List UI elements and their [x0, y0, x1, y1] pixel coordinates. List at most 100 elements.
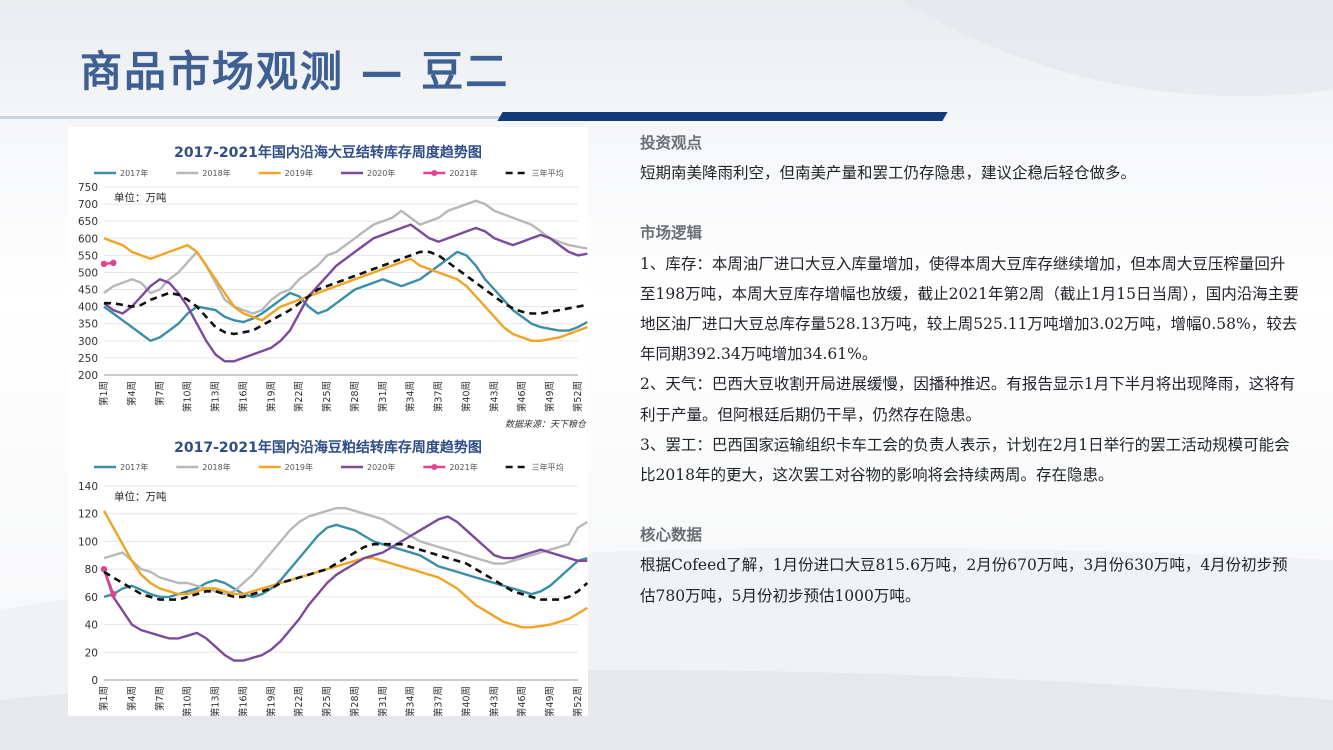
x-tick-group: 第40周 — [460, 381, 472, 412]
core-data-text: 根据Cofeed了解，1月份进口大豆815.6万吨，2月份670万吨，3月份63… — [640, 556, 1288, 605]
x-tick-label: 第49周 — [544, 381, 556, 412]
y-tick-label: 700 — [78, 199, 98, 211]
x-tick-label: 第31周 — [377, 686, 389, 716]
series-line — [103, 237, 588, 343]
x-tick-group: 第25周 — [321, 381, 333, 412]
x-tick-label: 第40周 — [460, 686, 472, 716]
y-tick-label: 550 — [78, 250, 98, 262]
title-accent-bar — [497, 112, 948, 121]
unit-label: 单位：万吨 — [114, 191, 167, 204]
x-tick-label: 第7周 — [154, 686, 166, 711]
legend-label: 2021年 — [449, 168, 477, 178]
y-tick-label: 120 — [78, 509, 98, 521]
x-tick-group: 第49周 — [544, 686, 556, 716]
x-tick-group: 第40周 — [460, 686, 472, 716]
investment-view-heading: 投资观点 — [640, 134, 703, 152]
x-tick-group: 第10周 — [182, 381, 194, 412]
x-tick-group: 第1周 — [98, 381, 110, 406]
x-tick-group: 第43周 — [488, 381, 500, 412]
x-tick-label: 第28周 — [349, 381, 361, 412]
y-tick-label: 500 — [78, 267, 98, 279]
page-title: 商品市场观测 — 豆二 — [80, 47, 510, 96]
x-tick-label: 第46周 — [516, 686, 528, 716]
y-tick-label: 400 — [78, 302, 98, 314]
y-tick-label: 60 — [85, 592, 98, 604]
x-tick-label: 第40周 — [460, 381, 472, 412]
x-tick-group: 第37周 — [433, 381, 445, 412]
x-tick-label: 第16周 — [237, 686, 249, 716]
y-tick-label: 20 — [85, 647, 98, 659]
x-tick-group: 第31周 — [377, 381, 389, 412]
y-tick-label: 0 — [91, 675, 98, 687]
x-tick-group: 第46周 — [516, 381, 528, 412]
chart-title: 2017-2021年国内沿海大豆结转库存周度趋势图 — [174, 144, 482, 161]
market-logic-strike: 3、罢工：巴西国家运输组织卡车工会的负责人表示，计划在2月1日举行的罢工活动规模… — [640, 435, 1290, 485]
x-tick-label: 第1周 — [98, 686, 110, 711]
x-tick-group: 第25周 — [321, 686, 333, 716]
x-tick-label: 第43周 — [488, 381, 500, 412]
series-line — [103, 542, 588, 601]
y-tick-label: 40 — [85, 620, 98, 632]
x-tick-group: 第19周 — [265, 686, 277, 716]
x-tick-group: 第52周 — [572, 381, 584, 412]
analysis-panel: 投资观点 短期南美降雨利空，但南美产量和罢工仍存隐患，建议企稳后轻仓做多。 市场… — [640, 128, 1300, 611]
x-tick-group: 第16周 — [237, 381, 249, 412]
unit-label: 单位：万吨 — [114, 490, 167, 503]
legend-label: 2020年 — [367, 168, 395, 178]
soybean-inventory-chart-svg: 2017-2021年国内沿海大豆结转库存周度趋势图 2017年 2018年 2019年… — [78, 144, 588, 430]
series-line — [103, 199, 588, 315]
y-tick-label: 200 — [78, 370, 98, 382]
series-line — [104, 250, 588, 336]
y-tick-label: 750 — [78, 182, 98, 194]
x-tick-group: 第28周 — [349, 686, 361, 716]
y-tick-label: 350 — [78, 319, 98, 331]
x-tick-group: 第7周 — [154, 686, 166, 711]
x-tick-label: 第19周 — [265, 381, 277, 412]
x-tick-label: 第43周 — [488, 686, 500, 716]
y-tick-label: 100 — [78, 536, 98, 548]
title-underline — [0, 116, 520, 119]
series-line — [103, 506, 588, 596]
market-logic-heading: 市场逻辑 — [640, 224, 703, 243]
x-tick-label: 第4周 — [126, 381, 138, 406]
x-tick-group: 第28周 — [349, 381, 361, 412]
x-tick-group: 第10周 — [182, 686, 194, 716]
x-tick-group: 第43周 — [488, 686, 500, 716]
data-point — [100, 565, 108, 573]
x-tick-group: 第34周 — [405, 686, 417, 716]
data-point — [100, 260, 108, 268]
x-tick-group: 第37周 — [433, 686, 445, 716]
x-tick-group: 第1周 — [98, 686, 110, 711]
x-tick-group: 第16周 — [237, 686, 249, 716]
legend-label: 2018年 — [202, 462, 230, 472]
x-tick-label: 第10周 — [182, 381, 194, 412]
x-tick-label: 第13周 — [210, 686, 222, 716]
x-tick-label: 第25周 — [321, 381, 333, 412]
series-line — [102, 510, 588, 629]
x-tick-group: 第22周 — [293, 381, 305, 412]
y-tick-label: 450 — [78, 285, 98, 297]
x-tick-label: 第34周 — [405, 686, 417, 716]
data-point — [110, 590, 117, 598]
x-tick-label: 第4周 — [126, 686, 138, 711]
chart-title: 2017-2021年国内沿海豆粕结转库存周度趋势图 — [174, 439, 482, 456]
x-tick-group: 第13周 — [210, 686, 222, 716]
x-tick-group: 第34周 — [405, 381, 417, 412]
legend-label: 2017年 — [120, 462, 148, 472]
x-tick-label: 第13周 — [210, 381, 222, 412]
market-logic-weather: 2、天气：巴西大豆收割开局进展缓慢，因播种推迟。有报告显示1月下半月将出现降雨，… — [640, 375, 1296, 424]
x-tick-group: 第49周 — [544, 381, 556, 412]
legend-marker — [431, 170, 438, 176]
soymeal-inventory-chart: 2017-2021年国内沿海豆粕结转库存周度趋势图 2017年 2018年 2019年… — [68, 434, 588, 716]
legend-label: 2018年 — [202, 168, 230, 178]
x-tick-label: 第52周 — [572, 686, 584, 716]
x-tick-group: 第13周 — [210, 381, 222, 412]
legend-marker — [431, 464, 438, 470]
x-tick-label: 第22周 — [293, 381, 305, 412]
y-tick-label: 600 — [78, 233, 98, 245]
series-line — [102, 515, 588, 662]
legend-label: 三年平均 — [532, 168, 564, 178]
x-tick-group: 第46周 — [516, 686, 528, 716]
legend-label: 2020年 — [367, 462, 395, 472]
x-tick-label: 第52周 — [572, 381, 584, 412]
